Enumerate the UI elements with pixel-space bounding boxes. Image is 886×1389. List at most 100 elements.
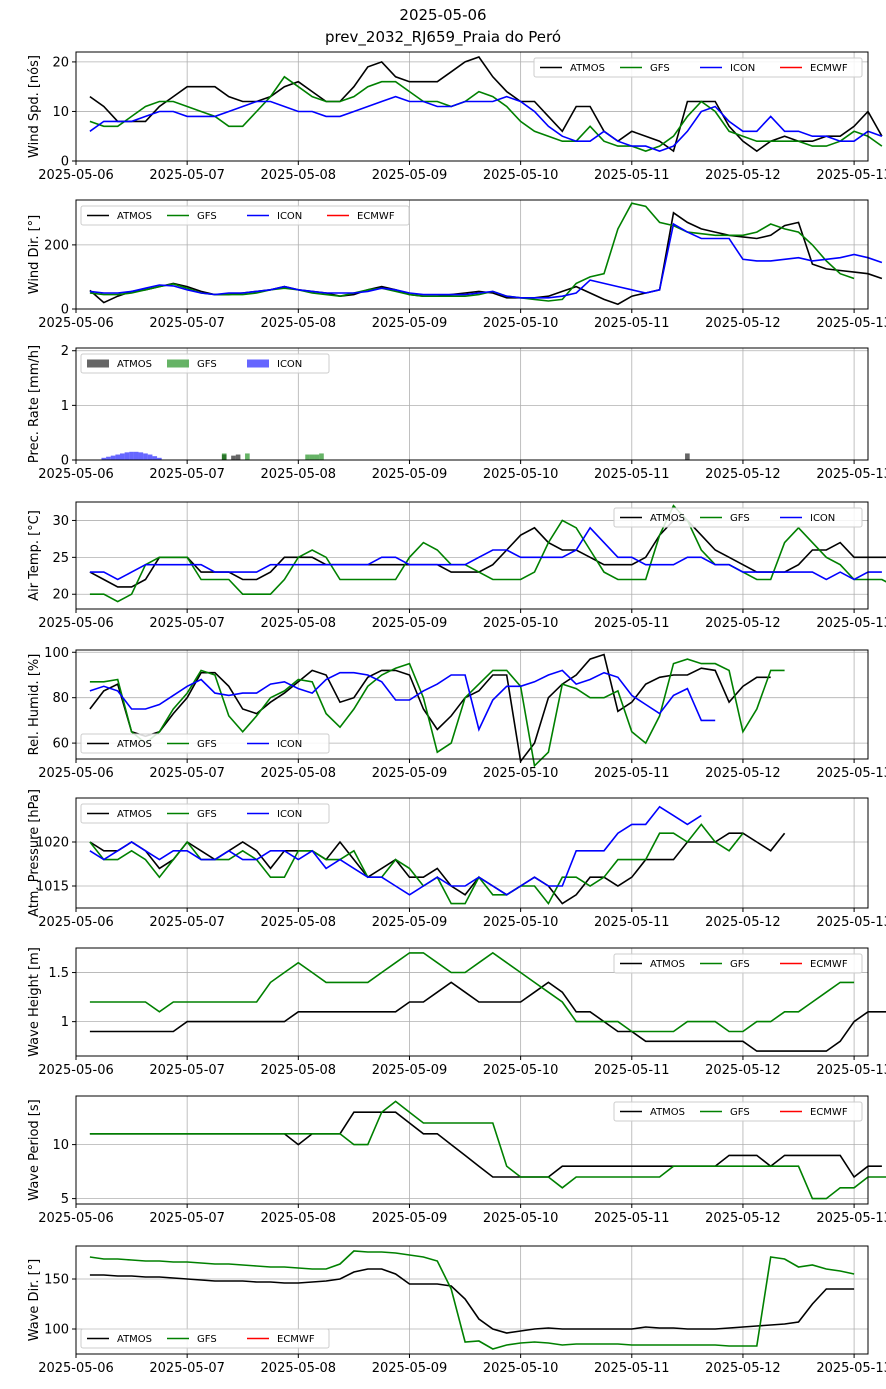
axes-frame	[75, 199, 869, 310]
x-tick-label: 2025-05-06	[38, 616, 114, 631]
x-tick-label: 2025-05-08	[261, 467, 337, 482]
x-tick-label: 2025-05-08	[261, 616, 337, 631]
x-tick-label: 2025-05-07	[149, 1361, 225, 1376]
x-tick-label: 2025-05-13	[816, 168, 886, 183]
legend: ATMOS GFS ICON	[613, 507, 863, 528]
bar-icon	[152, 456, 158, 460]
y-tick-label: 10	[52, 105, 69, 120]
y-axis-label: Rel. Humid. [%]	[27, 654, 42, 756]
legend-swatch-gfs	[167, 359, 189, 368]
y-tick-label: 1	[61, 1015, 69, 1030]
legend: ATMOS GFS ICON	[80, 803, 330, 824]
y-tick-label: 5	[61, 1192, 69, 1207]
bar-atmos	[685, 453, 690, 460]
y-axis-label: Air Temp. [°C]	[27, 510, 42, 601]
x-tick-label: 2025-05-13	[816, 1211, 886, 1226]
legend: ATMOS GFS ICON ECMWF	[533, 57, 863, 78]
bar-gfs	[245, 453, 250, 460]
legend-label-gfs: GFS	[197, 809, 217, 820]
x-tick-label: 2025-05-09	[372, 616, 448, 631]
axes-frame	[75, 649, 869, 760]
axes-frame	[75, 51, 869, 162]
y-tick-label: 100	[44, 646, 69, 661]
bar-icon	[115, 454, 120, 460]
y-tick-label: 150	[44, 1273, 69, 1288]
legend-label-atmos: ATMOS	[117, 211, 152, 222]
x-tick-label: 2025-05-08	[261, 766, 337, 781]
y-tick-label: 0	[61, 155, 69, 170]
x-tick-label: 2025-05-13	[816, 766, 886, 781]
bar-icon	[124, 452, 130, 460]
bar-icon	[157, 457, 162, 460]
bar-icon	[106, 456, 111, 460]
chart-5: 2025-05-06 2025-05-07 2025-05-08 2025-05-09…	[27, 646, 886, 781]
chart-9: 2025-05-06 2025-05-07 2025-05-08 2025-05-09…	[27, 1245, 886, 1376]
series-atmos-line	[89, 832, 786, 905]
legend-box	[613, 507, 863, 528]
bar-gfs	[305, 454, 310, 460]
legend-label-ecmwf: ECMWF	[810, 959, 848, 970]
chart-2: 2025-05-06 2025-05-07 2025-05-08 2025-05-09…	[27, 199, 886, 331]
y-axis-label: Wave Period [s]	[27, 1099, 42, 1200]
legend: ATMOS GFS ICON ECMWF	[80, 205, 410, 226]
axes-frame	[75, 347, 869, 461]
x-tick-label: 2025-05-06	[38, 467, 114, 482]
x-tick-label: 2025-05-09	[372, 168, 448, 183]
series-atmos-line	[89, 211, 883, 306]
legend-label-atmos: ATMOS	[117, 359, 152, 370]
x-tick-label: 2025-05-07	[149, 915, 225, 930]
series-gfs-line	[89, 823, 744, 906]
legend-label-gfs: GFS	[197, 739, 217, 750]
series-gfs-line	[89, 75, 883, 152]
chart-1: 2025-05-06 2025-05-07 2025-05-08 2025-05-09…	[27, 51, 886, 183]
x-tick-label: 2025-05-09	[372, 467, 448, 482]
x-tick-label: 2025-05-11	[594, 467, 670, 482]
x-tick-label: 2025-05-09	[372, 1063, 448, 1078]
x-tick-label: 2025-05-11	[594, 1361, 670, 1376]
series-atmos-line	[89, 981, 886, 1052]
axes-frame	[75, 501, 869, 610]
x-tick-label: 2025-05-13	[816, 1063, 886, 1078]
legend-label-atmos: ATMOS	[117, 1334, 152, 1345]
y-axis-label: Wave Height [m]	[27, 947, 42, 1057]
legend-swatch-atmos	[87, 359, 109, 368]
bar-icon	[147, 454, 153, 460]
x-tick-label: 2025-05-10	[483, 766, 559, 781]
x-tick-label: 2025-05-09	[372, 1361, 448, 1376]
legend: ATMOS GFS ICON	[80, 733, 330, 754]
legend-label-gfs: GFS	[197, 359, 217, 370]
bar-icon	[101, 457, 107, 460]
legend-label-gfs: GFS	[730, 513, 750, 524]
x-tick-label: 2025-05-12	[705, 1063, 781, 1078]
legend-label-atmos: ATMOS	[650, 1107, 685, 1118]
x-tick-label: 2025-05-09	[372, 766, 448, 781]
series-icon-line	[89, 222, 883, 299]
x-tick-label: 2025-05-09	[372, 1211, 448, 1226]
x-tick-label: 2025-05-10	[483, 467, 559, 482]
bar-gfs	[309, 454, 315, 460]
axes-frame	[75, 797, 869, 909]
bar-icon	[133, 451, 139, 460]
x-tick-label: 2025-05-11	[594, 168, 670, 183]
x-tick-label: 2025-05-10	[483, 168, 559, 183]
bar-atmos	[231, 455, 236, 460]
x-tick-label: 2025-05-12	[705, 915, 781, 930]
x-tick-label: 2025-05-08	[261, 316, 337, 331]
x-tick-label: 2025-05-07	[149, 316, 225, 331]
x-tick-label: 2025-05-06	[38, 915, 114, 930]
x-tick-label: 2025-05-07	[149, 766, 225, 781]
x-tick-label: 2025-05-11	[594, 316, 670, 331]
series-gfs-line	[89, 1100, 886, 1200]
y-axis-label: Wind Dir. [°]	[27, 215, 42, 295]
x-tick-label: 2025-05-11	[594, 1211, 670, 1226]
x-tick-label: 2025-05-11	[594, 616, 670, 631]
x-tick-label: 2025-05-13	[816, 467, 886, 482]
x-tick-label: 2025-05-06	[38, 766, 114, 781]
x-tick-label: 2025-05-09	[372, 915, 448, 930]
legend-label-icon: ICON	[277, 739, 302, 750]
bar-gfs	[221, 453, 227, 460]
x-tick-label: 2025-05-06	[38, 1063, 114, 1078]
bar-gfs	[319, 453, 324, 460]
x-tick-label: 2025-05-07	[149, 467, 225, 482]
